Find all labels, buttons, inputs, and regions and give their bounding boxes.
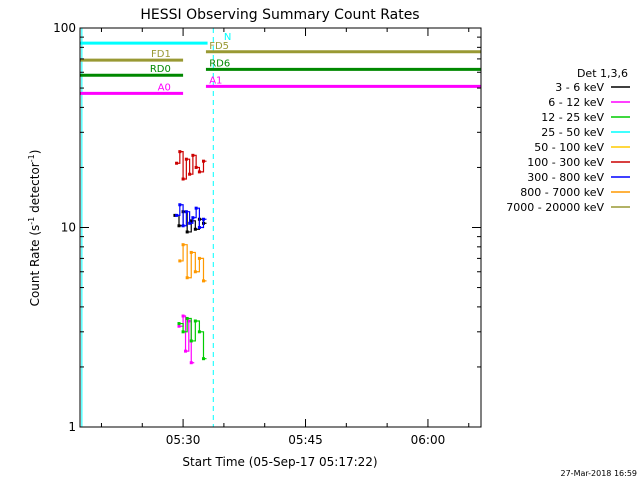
series-4-point-5 [191, 216, 195, 220]
flag-label-a1: A1 [209, 75, 222, 86]
render-timestamp: 27-Mar-2018 16:59 [561, 469, 638, 478]
y-axis-label: Count Rate (s-1 detector-1) [27, 150, 42, 307]
legend-label-1: 6 - 12 keV [548, 96, 604, 109]
series-3-point-6 [194, 165, 198, 169]
legend-label-2: 12 - 25 keV [541, 111, 604, 124]
legend-label-6: 300 - 800 keV [527, 171, 604, 184]
y-axis-label-sup1: -1 [27, 217, 36, 225]
series-0-point-5 [193, 227, 197, 231]
series-line-0 [174, 211, 207, 233]
y-tick-label-10: 10 [61, 221, 76, 235]
y-axis-label-main: Count Rate (s [28, 225, 42, 307]
series-2-point-1 [181, 330, 185, 334]
series-4-point-2 [181, 224, 185, 228]
series-5-point-2 [185, 276, 189, 280]
series-5-point-5 [197, 256, 201, 260]
x-axis-label: Start Time (05-Sep-17 05:17:22) [182, 455, 377, 469]
series-4-point-3 [184, 210, 188, 214]
series-4-point-4 [188, 221, 192, 225]
series-0-point-4 [189, 219, 193, 223]
flag-label-fd1: FD1 [151, 49, 171, 60]
series-5-point-4 [193, 270, 197, 274]
series-3-point-4 [188, 172, 192, 176]
series-4-point-1 [178, 203, 182, 207]
series-1-point-1 [181, 314, 185, 318]
series-2-point-5 [197, 330, 201, 334]
y-tick-label-1: 1 [68, 420, 76, 434]
series-2-point-3 [189, 339, 193, 343]
series-5-point-1 [181, 243, 185, 247]
flag-label-n: N [224, 32, 231, 43]
series-0-point-0 [173, 213, 177, 217]
series-2-point-4 [193, 319, 197, 323]
series-4-point-8 [201, 217, 205, 221]
x-tick-label-06:00: 06:00 [411, 433, 446, 447]
legend-label-0: 3 - 6 keV [555, 81, 604, 94]
legend-label-3: 25 - 50 keV [541, 126, 604, 139]
x-tick-label-05:30: 05:30 [166, 433, 201, 447]
series-3-point-1 [178, 150, 182, 154]
legend-label-5: 100 - 300 keV [527, 156, 604, 169]
series-3-point-5 [191, 153, 195, 157]
series-1-point-2 [184, 349, 188, 353]
series-5-point-3 [189, 250, 193, 254]
chart-title: HESSI Observing Summary Count Rates [140, 7, 419, 23]
y-axis-label-mid: detector [28, 162, 42, 217]
legend-label-7: 800 - 7000 keV [520, 186, 604, 199]
series-1-point-3 [187, 319, 191, 323]
legend-label-4: 50 - 100 keV [534, 141, 604, 154]
series-3-point-2 [181, 177, 185, 181]
series-2-point-6 [201, 357, 205, 361]
legend: Det 1,3,6 3 - 6 keV 6 - 12 keV 12 - 25 keV… [506, 67, 630, 214]
series-0-point-1 [177, 224, 181, 228]
series-1-point-4 [189, 361, 193, 365]
x-tick-label-05:45: 05:45 [288, 433, 323, 447]
series-0-point-3 [185, 230, 189, 234]
y-axis-label-end: ) [28, 150, 42, 155]
series-1-point-0 [177, 324, 181, 328]
series-3-point-3 [184, 157, 188, 161]
y-axis-label-sup2: -1 [27, 154, 36, 162]
series-2-point-0 [177, 322, 181, 326]
series-4-point-6 [194, 206, 198, 210]
series-5-point-0 [178, 259, 182, 263]
legend-label-8: 7000 - 20000 keV [506, 201, 604, 214]
series-4-point-0 [175, 213, 179, 217]
series-3-point-0 [175, 161, 179, 165]
plot-area: N FD1 FD5 RD0 RD6 A0 A1 [80, 28, 482, 427]
series-2-point-2 [185, 316, 189, 320]
legend-title: Det 1,3,6 [577, 67, 628, 80]
flag-label-rd6: RD6 [209, 58, 230, 69]
y-tick-label-100: 100 [53, 21, 76, 35]
series-4-point-7 [197, 226, 201, 229]
series-5-point-6 [201, 279, 205, 283]
flag-label-rd0: RD0 [150, 64, 171, 75]
series-3-point-7 [197, 170, 201, 174]
axis-ticks: 05:30 05:45 06:00 1 10 100 [53, 21, 481, 447]
flag-label-fd5: FD5 [209, 41, 229, 52]
flag-label-a0: A0 [158, 82, 171, 93]
series-3-point-8 [201, 159, 205, 163]
